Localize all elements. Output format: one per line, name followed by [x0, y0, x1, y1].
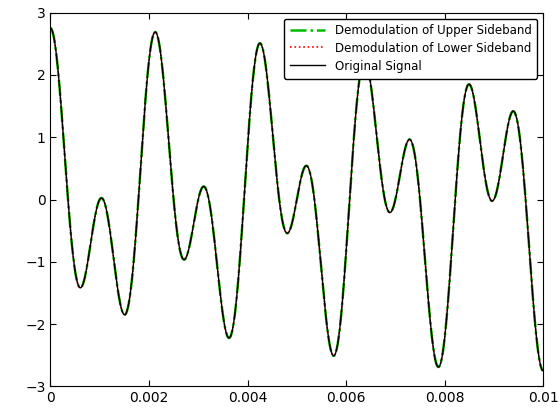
Legend: Demodulation of Upper Sideband, Demodulation of Lower Sideband, Original Signal: Demodulation of Upper Sideband, Demodula… — [284, 18, 537, 79]
Demodulation of Upper Sideband — [539, 368, 546, 373]
Original Signal — [97, 196, 104, 201]
Demodulation of Upper Sideband — [246, 116, 253, 121]
Line: Demodulation of Lower Sideband: Demodulation of Lower Sideband — [50, 28, 543, 370]
Line: Original Signal: Original Signal — [50, 28, 543, 370]
Original Signal — [47, 26, 54, 31]
Original Signal — [385, 209, 392, 214]
Demodulation of Lower Sideband — [246, 116, 253, 121]
Demodulation of Upper Sideband — [264, 76, 270, 81]
Original Signal — [431, 352, 438, 357]
Line: Demodulation of Upper Sideband: Demodulation of Upper Sideband — [50, 28, 543, 370]
Demodulation of Upper Sideband — [385, 209, 392, 214]
Demodulation of Upper Sideband — [97, 196, 104, 201]
Demodulation of Upper Sideband — [47, 26, 54, 31]
Original Signal — [264, 76, 270, 81]
Demodulation of Upper Sideband — [431, 352, 438, 357]
Original Signal — [440, 347, 446, 352]
Demodulation of Lower Sideband — [385, 209, 392, 214]
Demodulation of Lower Sideband — [264, 76, 270, 81]
Demodulation of Lower Sideband — [47, 26, 54, 31]
Original Signal — [246, 116, 253, 121]
Demodulation of Lower Sideband — [431, 352, 438, 357]
Original Signal — [539, 368, 546, 373]
Demodulation of Lower Sideband — [440, 347, 446, 352]
Demodulation of Lower Sideband — [97, 196, 104, 201]
Demodulation of Upper Sideband — [440, 347, 446, 352]
Demodulation of Lower Sideband — [539, 368, 546, 373]
